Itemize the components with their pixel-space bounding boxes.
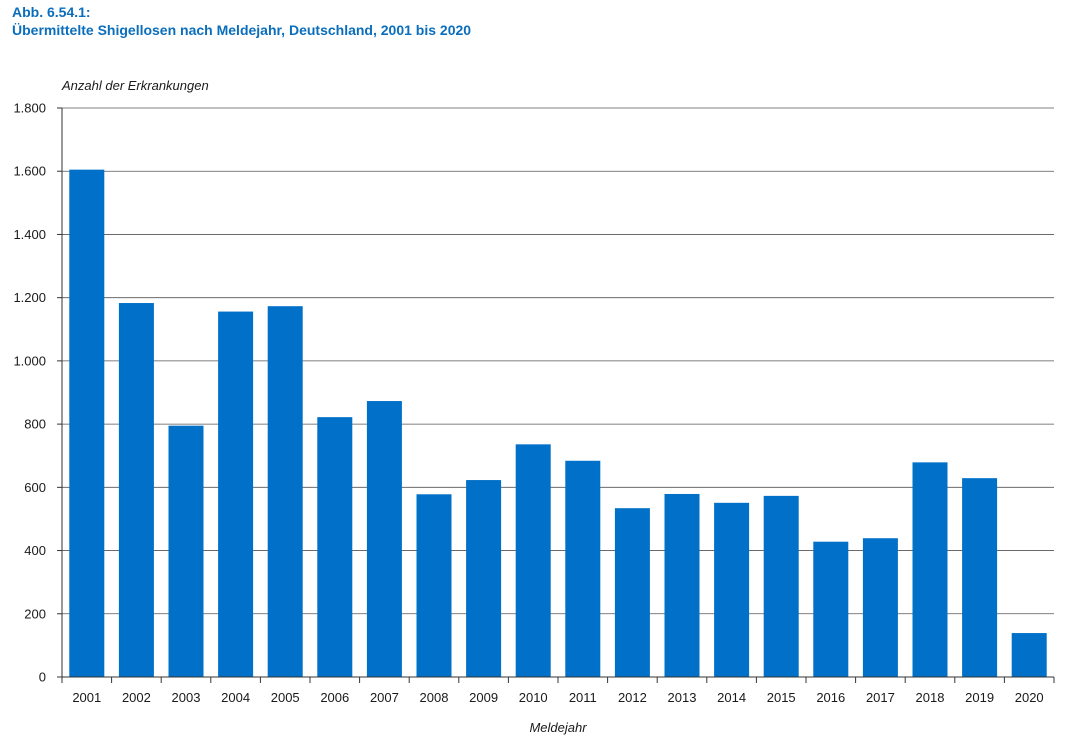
y-tick-label: 0: [39, 670, 46, 685]
y-tick-label: 200: [24, 606, 46, 621]
x-tick-label: 2016: [816, 690, 845, 705]
figure-label: Abb. 6.54.1:: [12, 4, 91, 20]
bar-2005: [267, 306, 303, 677]
x-tick-label: 2017: [866, 690, 895, 705]
x-tick-label: 2014: [717, 690, 746, 705]
axes: [57, 107, 1055, 683]
y-tick-label: 1.600: [13, 164, 46, 179]
x-tick-label: 2015: [767, 690, 796, 705]
bar-2016: [813, 541, 849, 677]
x-tick-label: 2020: [1015, 690, 1044, 705]
x-tick-label: 2019: [965, 690, 994, 705]
x-tick-label: 2012: [618, 690, 647, 705]
bar-2002: [118, 303, 154, 677]
y-tick-label: 1.200: [13, 290, 46, 305]
x-tick-label: 2001: [72, 690, 101, 705]
bar-2012: [614, 508, 650, 677]
bars: [69, 169, 1047, 677]
y-tick-label: 800: [24, 417, 46, 432]
y-tick-labels: 0 200 400 600 800 1.000 1.200 1.400 1.600 1.800: [13, 101, 46, 685]
bar-2015: [763, 495, 799, 677]
y-tick-label: 400: [24, 543, 46, 558]
bar-2003: [168, 425, 204, 677]
chart-title: Übermittelte Shigellosen nach Meldejahr,…: [12, 22, 472, 38]
bar-2004: [218, 311, 254, 677]
y-tick-label: 600: [24, 480, 46, 495]
bar-2019: [962, 478, 998, 677]
bar-2010: [515, 444, 551, 677]
x-tick-label: 2008: [420, 690, 449, 705]
bar-2006: [317, 417, 353, 677]
x-tick-labels: 2001 2002 2003 2004 2005 2006 2007 2008 2009 2010…: [72, 690, 1043, 705]
x-tick-label: 2004: [221, 690, 250, 705]
bar-2001: [69, 169, 105, 677]
x-axis-label: Meldejahr: [529, 720, 587, 735]
bar-2013: [664, 493, 700, 677]
y-tick-label: 1.800: [13, 101, 46, 116]
bar-2007: [366, 401, 402, 677]
bar-2017: [862, 538, 898, 677]
bar-2018: [912, 462, 948, 677]
x-tick-label: 2005: [271, 690, 300, 705]
x-tick-label: 2006: [320, 690, 349, 705]
x-tick-label: 2009: [469, 690, 498, 705]
gridlines: [62, 107, 1054, 615]
bar-2008: [416, 494, 452, 677]
bar-2014: [714, 502, 750, 677]
y-axis-label: Anzahl der Erkrankungen: [61, 78, 209, 93]
bar-2011: [565, 460, 601, 677]
x-tick-label: 2013: [668, 690, 697, 705]
y-tick-label: 1.400: [13, 227, 46, 242]
x-tick-label: 2002: [122, 690, 151, 705]
x-tick-label: 2018: [916, 690, 945, 705]
x-tick-label: 2010: [519, 690, 548, 705]
bar-2020: [1011, 633, 1047, 677]
x-tick-label: 2003: [172, 690, 201, 705]
y-tick-label: 1.000: [13, 353, 46, 368]
x-tick-label: 2007: [370, 690, 399, 705]
x-tick-label: 2011: [569, 690, 597, 705]
bar-2009: [466, 480, 502, 677]
